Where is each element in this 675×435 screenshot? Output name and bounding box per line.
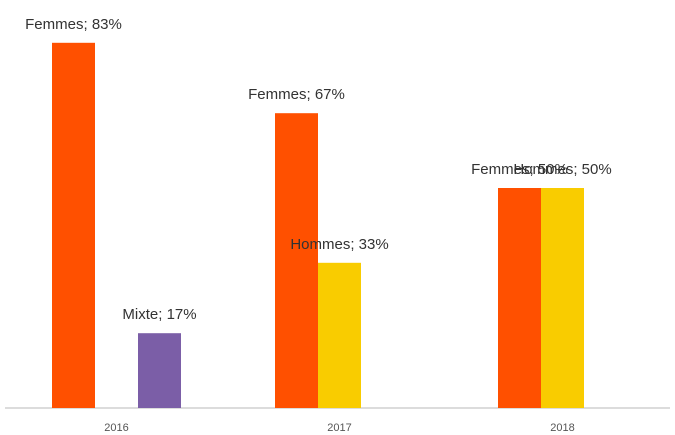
bar (138, 333, 181, 408)
data-label: Hommes; 33% (290, 236, 388, 253)
x-tick-label: 2017 (327, 422, 351, 434)
data-label: Femmes; 67% (248, 86, 345, 103)
bar (275, 113, 318, 408)
bar (52, 42, 95, 409)
x-tick-label: 2016 (104, 422, 128, 434)
data-label: Femmes; 50% (471, 161, 568, 178)
x-tick-label: 2018 (550, 422, 574, 434)
bar (498, 188, 541, 408)
data-label: Mixte; 17% (122, 306, 196, 323)
bar (541, 188, 584, 408)
data-label: Femmes; 83% (25, 16, 122, 33)
data-label: Hommes; 50% (513, 161, 611, 178)
bar (318, 262, 361, 408)
